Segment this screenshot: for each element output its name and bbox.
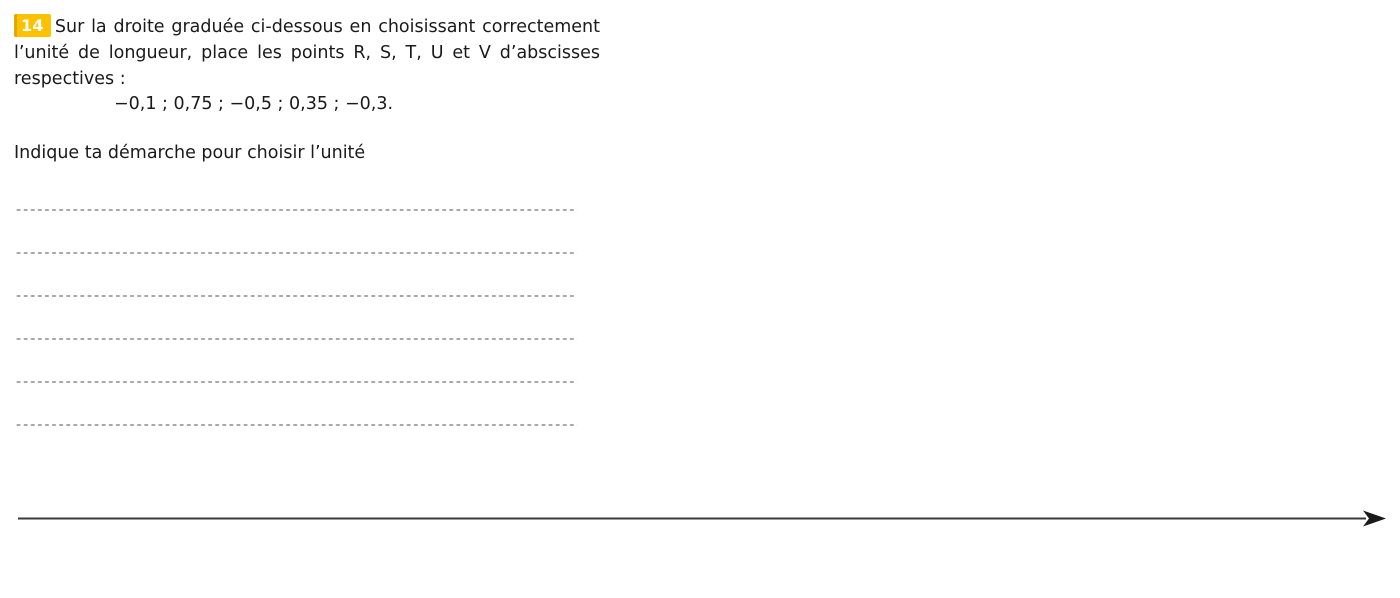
number-line [18,505,1386,533]
answer-line[interactable] [15,294,577,298]
arrowhead-icon [1363,510,1386,527]
answer-line[interactable] [15,208,577,212]
answer-line[interactable] [15,251,577,255]
exercise-statement-text: Sur la droite graduée ci-dessous en choi… [14,17,600,89]
answer-lines-group [15,208,577,427]
exercise-statement: 14 Sur la droite graduée ci-dessous en ch… [14,14,600,92]
answer-line[interactable] [15,380,577,384]
exercise-number-badge: 14 [14,14,51,37]
answer-line[interactable] [15,423,577,427]
exercise-block: 14 Sur la droite graduée ci-dessous en ch… [14,14,600,92]
method-prompt: Indique ta démarche pour choisir l’unité [14,143,366,163]
answer-line[interactable] [15,337,577,341]
abscissa-values: −0,1 ; 0,75 ; −0,5 ; 0,35 ; −0,3. [114,94,394,114]
